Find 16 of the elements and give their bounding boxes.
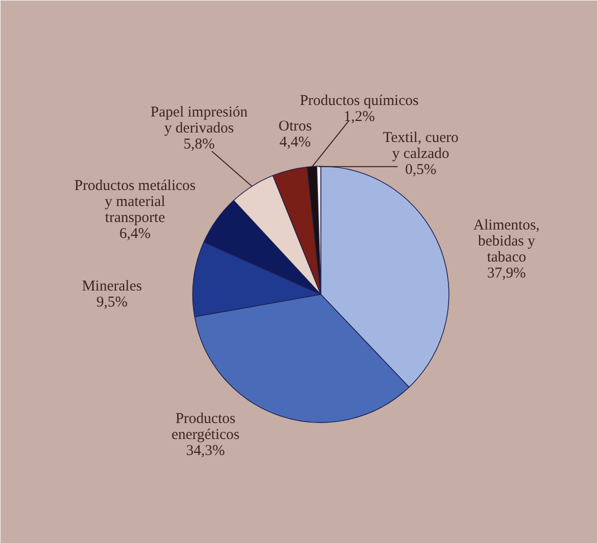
- data-label: 34,3%: [186, 442, 225, 459]
- data-label: 1,2%: [344, 109, 375, 126]
- slice-label: Otros: [278, 118, 312, 135]
- slice-label: Productos energéticos: [171, 410, 240, 443]
- data-label: 37,9%: [487, 266, 526, 282]
- data-label: 5,8%: [183, 136, 215, 152]
- slice-label: Textil, cuero y calzado: [382, 130, 459, 162]
- slice-label: Alimentos, bebidas y tabaco: [473, 218, 540, 266]
- slice-label: Productos metálicos y material transporte: [74, 178, 196, 226]
- data-label: 0,5%: [405, 162, 436, 178]
- data-label: 9,5%: [96, 294, 128, 310]
- data-label: 4,4%: [280, 134, 311, 151]
- data-label: 6,4%: [119, 226, 151, 242]
- slice-label: Minerales: [82, 278, 142, 294]
- slice-label: Papel impresión y derivados: [150, 104, 248, 136]
- slice-label: Productos químicos: [300, 93, 419, 110]
